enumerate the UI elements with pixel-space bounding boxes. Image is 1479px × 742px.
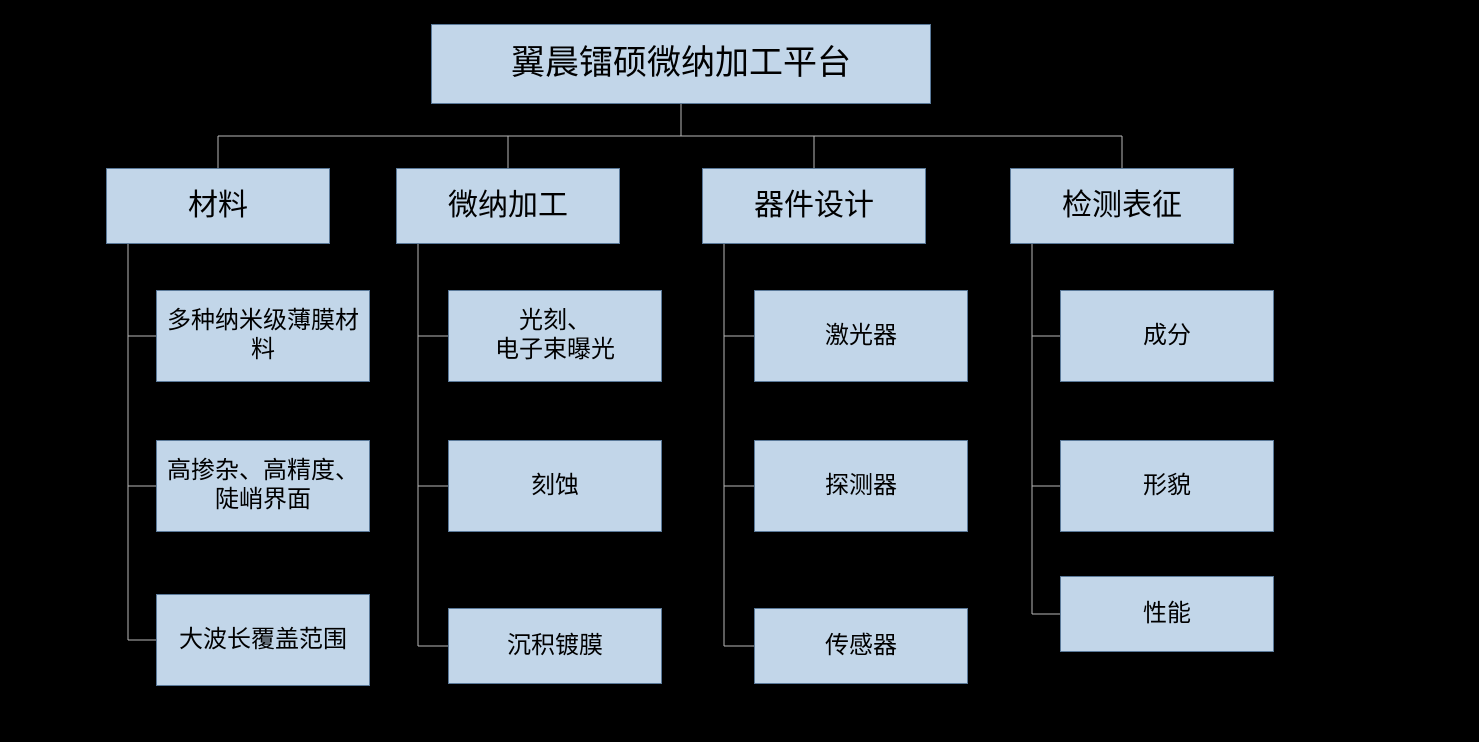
- leaf-node-3-0: 成分: [1060, 290, 1274, 382]
- root-node: 翼晨镭硕微纳加工平台: [431, 24, 931, 104]
- leaf-node-2-1: 探测器: [754, 440, 968, 532]
- leaf-node-1-2: 沉积镀膜: [448, 608, 662, 684]
- category-node-2: 器件设计: [702, 168, 926, 244]
- leaf-node-1-1: 刻蚀: [448, 440, 662, 532]
- leaf-node-0-0: 多种纳米级薄膜材料: [156, 290, 370, 382]
- category-node-0: 材料: [106, 168, 330, 244]
- leaf-node-1-0: 光刻、 电子束曝光: [448, 290, 662, 382]
- category-node-3: 检测表征: [1010, 168, 1234, 244]
- leaf-node-2-0: 激光器: [754, 290, 968, 382]
- category-node-1: 微纳加工: [396, 168, 620, 244]
- leaf-node-3-2: 性能: [1060, 576, 1274, 652]
- leaf-node-2-2: 传感器: [754, 608, 968, 684]
- leaf-node-3-1: 形貌: [1060, 440, 1274, 532]
- leaf-node-0-2: 大波长覆盖范围: [156, 594, 370, 686]
- leaf-node-0-1: 高掺杂、高精度、陡峭界面: [156, 440, 370, 532]
